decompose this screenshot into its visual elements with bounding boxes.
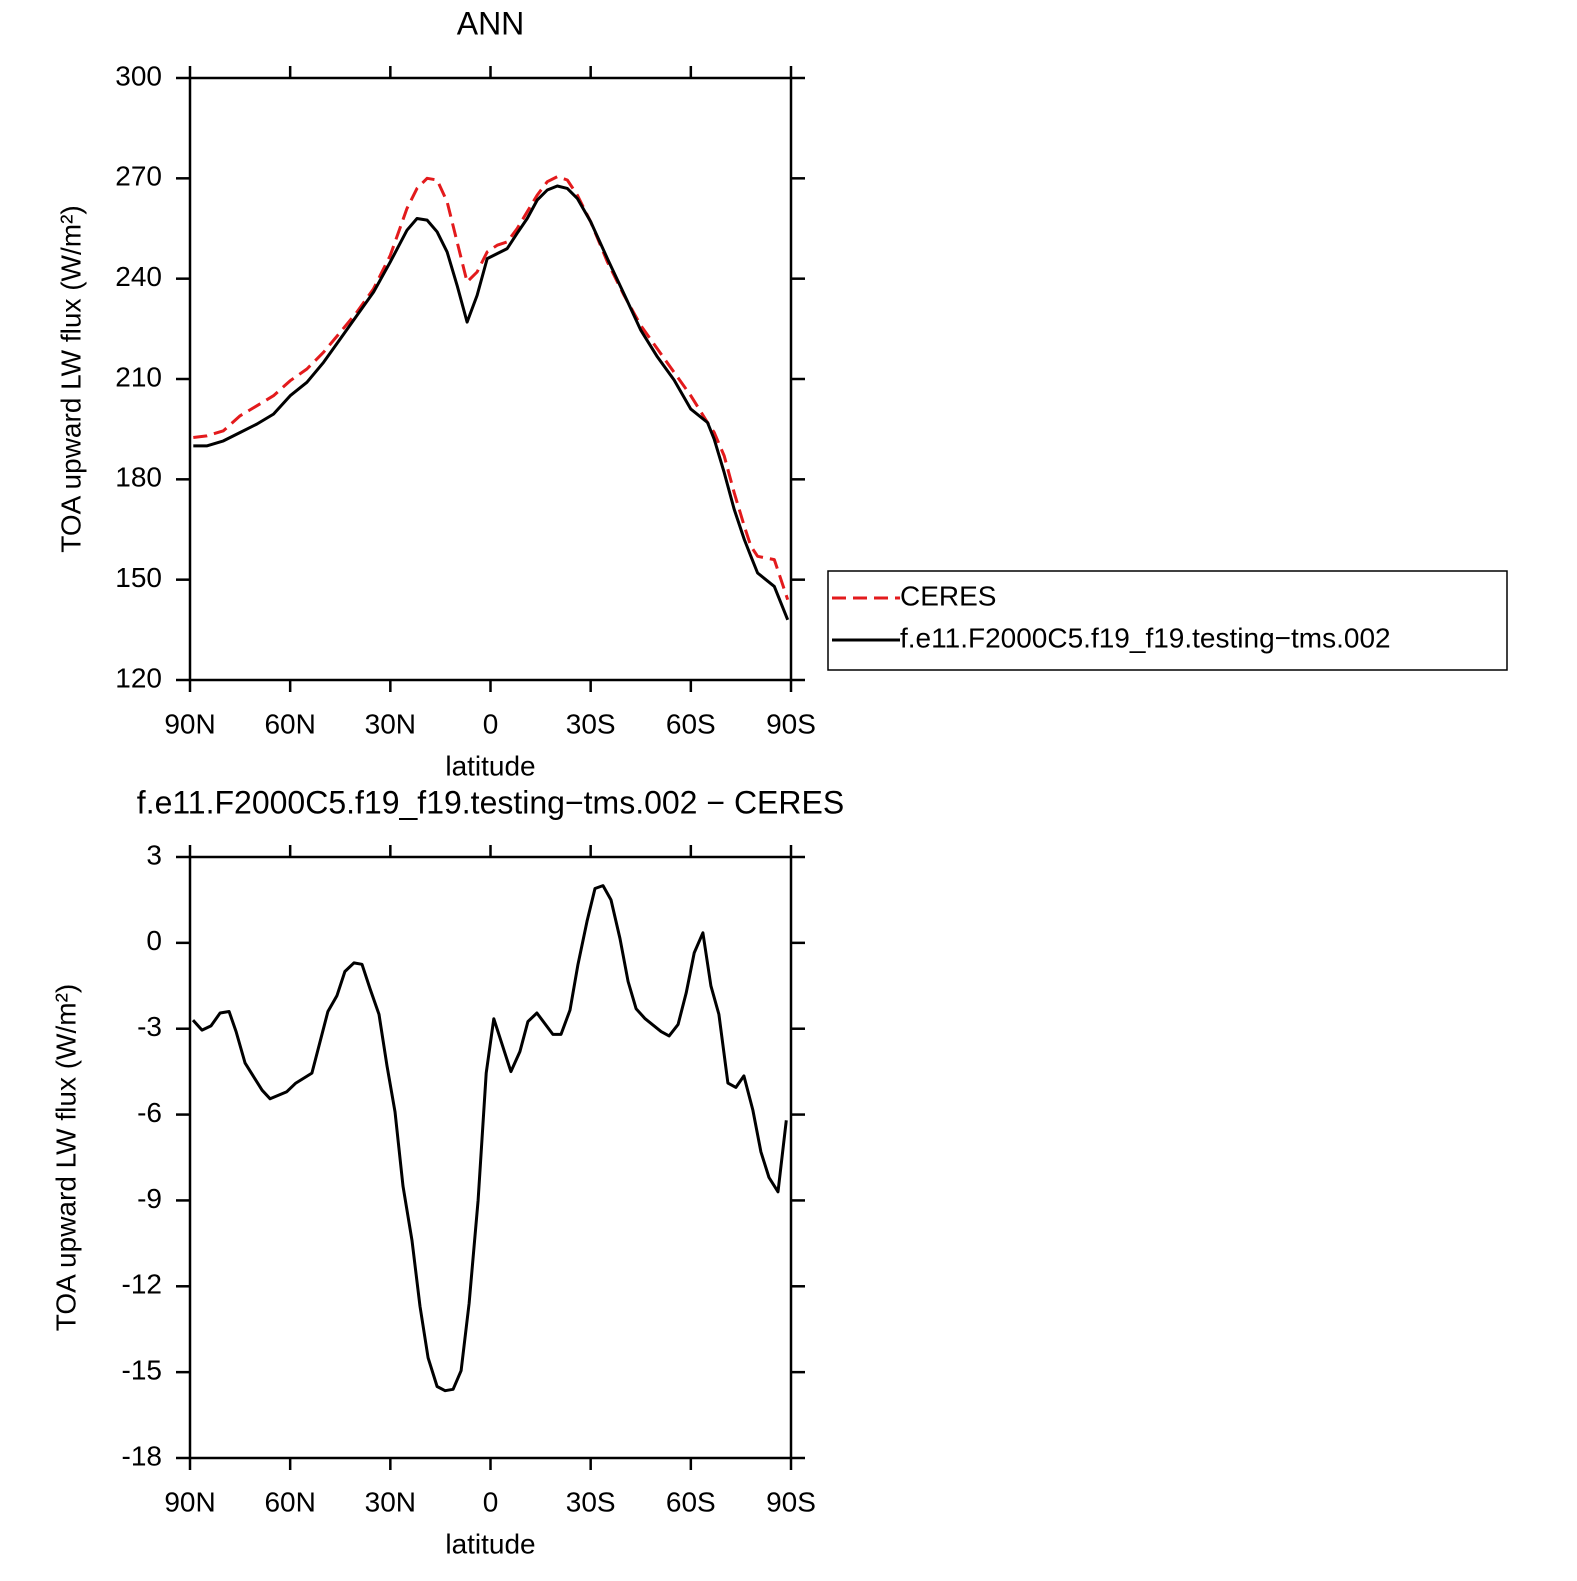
y-tick-label: 210 [115,361,162,392]
legend-label: f.e11.F2000C5.f19_f19.testing−tms.002 [900,622,1391,653]
legend-label: CERES [900,580,996,611]
y-tick-label: 270 [115,161,162,192]
x-tick-label: 60N [264,1486,315,1517]
x-tick-label: 30S [566,708,616,739]
y-tick-label: 240 [115,261,162,292]
y-tick-label: 300 [115,60,162,91]
y-axis-label: TOA upward LW flux (W/m²) [55,205,86,552]
x-tick-label: 90S [766,1486,816,1517]
x-axis-label: latitude [445,1528,535,1559]
x-tick-label: 90N [164,1486,215,1517]
x-tick-label: 30N [365,708,416,739]
x-axis-label: latitude [445,750,535,781]
x-tick-label: 90S [766,708,816,739]
y-tick-label: -9 [137,1183,162,1214]
x-tick-label: 0 [483,1486,499,1517]
y-tick-label: -18 [122,1440,162,1471]
y-tick-label: 120 [115,662,162,693]
x-tick-label: 60S [666,1486,716,1517]
data-line [193,184,790,621]
y-tick-label: -3 [137,1011,162,1042]
y-tick-label: -6 [137,1097,162,1128]
chart-title: f.e11.F2000C5.f19_f19.testing−tms.002 − … [137,784,844,820]
x-tick-label: 60N [264,708,315,739]
y-tick-label: 150 [115,562,162,593]
plot-frame [188,76,793,682]
x-tick-label: 30N [365,1486,416,1517]
y-axis-label: TOA upward LW flux (W/m²) [50,984,81,1331]
plot-frame [188,855,793,1460]
y-tick-label: -12 [122,1269,162,1300]
y-tick-label: 0 [146,925,162,956]
data-line [193,175,790,601]
x-tick-label: 30S [566,1486,616,1517]
data-line [191,884,788,1393]
legend-box [827,570,1508,671]
y-tick-label: -15 [122,1355,162,1386]
x-tick-label: 60S [666,708,716,739]
x-tick-label: 90N [164,708,215,739]
y-tick-label: 3 [146,839,162,870]
x-tick-label: 0 [483,708,499,739]
y-tick-label: 180 [115,462,162,493]
chart-title: ANN [457,5,525,41]
